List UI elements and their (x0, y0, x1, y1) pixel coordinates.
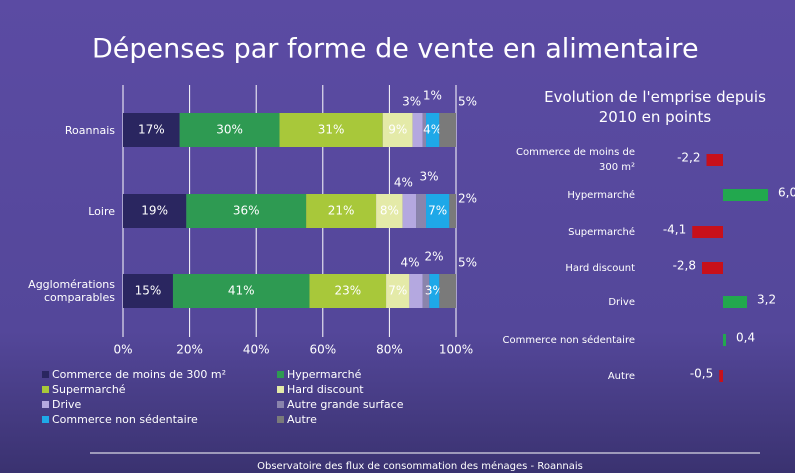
value-label: 3,2 (757, 293, 776, 307)
value-label: 6,0 (778, 186, 795, 200)
value-label: 0,4 (736, 331, 755, 345)
bar-segment (439, 274, 456, 308)
bar-segment (376, 194, 403, 228)
bar (719, 370, 723, 382)
bar (702, 262, 723, 274)
y-tick-label: Commerce de moins de 300 m² (516, 147, 635, 173)
value-label: 3% (402, 95, 421, 109)
value-label: 9% (388, 123, 407, 137)
bar-segment (439, 113, 456, 147)
bar (723, 296, 747, 308)
legend-label: Hypermarché (287, 368, 362, 381)
bar-segment (449, 194, 456, 228)
value-label: 7% (388, 284, 407, 298)
value-label: 1% (423, 89, 442, 103)
y-tick-label: Autre (607, 370, 635, 382)
y-tick-label: Roannais (64, 123, 115, 137)
value-label: 4% (401, 256, 420, 270)
value-label: 2% (458, 192, 477, 206)
value-label: 15% (135, 284, 162, 298)
value-label: 36% (233, 204, 260, 218)
bar (706, 154, 723, 166)
bar-segment (386, 274, 410, 308)
legend-label: Autre grande surface (287, 398, 404, 411)
chart-title: Evolution de l'emprise depuis 2010 en po… (544, 88, 766, 126)
bar-segment (429, 274, 440, 308)
legend-label: Supermarché (52, 383, 126, 396)
bar-segment (179, 113, 280, 147)
x-tick-label: 80% (376, 343, 403, 357)
legend-label: Hard discount (287, 383, 364, 396)
y-tick-label: Supermarché (568, 226, 635, 238)
value-label: 19% (141, 204, 168, 218)
y-tick-label: Hard discount (565, 262, 635, 274)
value-label: 3% (425, 284, 444, 298)
value-label: -4,1 (663, 223, 686, 237)
legend-swatch (42, 401, 49, 408)
y-tick-label: Hypermarché (567, 189, 635, 201)
bar-segment (382, 113, 413, 147)
bar-segment (172, 274, 310, 308)
bar-segment (279, 113, 383, 147)
y-tick-label: Agglomérations comparables (28, 278, 115, 304)
legend-label: Drive (52, 398, 82, 411)
value-label: 30% (216, 123, 243, 137)
value-label: -2,2 (677, 151, 700, 165)
bar (723, 334, 726, 346)
value-label: 23% (334, 284, 361, 298)
bar-segment (422, 113, 427, 147)
legend-label: Commerce non sédentaire (52, 413, 198, 426)
footer: Observatoire des flux de consommation de… (257, 460, 583, 472)
value-label: 5% (458, 95, 477, 109)
bar (723, 189, 768, 201)
value-label: 3% (420, 170, 439, 184)
value-label: -2,8 (673, 259, 696, 273)
bar-segment (123, 113, 180, 147)
bar-segment (186, 194, 307, 228)
legend-swatch (42, 371, 49, 378)
value-label: 41% (228, 284, 255, 298)
value-label: -0,5 (690, 367, 713, 381)
value-label: 4% (423, 123, 442, 137)
x-tick-label: 0% (113, 343, 132, 357)
y-tick-label: Drive (608, 296, 635, 308)
bar-segment (422, 274, 430, 308)
page-title: Dépenses par forme de vente en alimentai… (92, 34, 699, 65)
value-label: 8% (380, 204, 399, 218)
legend-swatch (42, 386, 49, 393)
y-tick-label: Loire (88, 204, 115, 218)
bar-segment (409, 274, 423, 308)
x-tick-label: 100% (439, 343, 473, 357)
bar-segment (309, 274, 387, 308)
legend-label: Autre (287, 413, 317, 426)
bar-segment (123, 194, 187, 228)
bar-segment (402, 194, 417, 228)
value-label: 2% (425, 250, 444, 264)
legend-swatch (277, 416, 284, 423)
bar (692, 226, 723, 238)
value-label: 5% (458, 256, 477, 270)
x-tick-label: 60% (309, 343, 336, 357)
legend-swatch (42, 416, 49, 423)
bar-segment (412, 113, 423, 147)
bar-segment (416, 194, 427, 228)
bar-segment (306, 194, 377, 228)
value-label: 17% (138, 123, 165, 137)
value-label: 4% (394, 176, 413, 190)
y-tick-label: Commerce non sédentaire (502, 334, 636, 346)
x-tick-label: 20% (176, 343, 203, 357)
x-tick-label: 40% (243, 343, 270, 357)
legend-swatch (277, 371, 284, 378)
value-label: 21% (328, 204, 355, 218)
bar-segment (426, 194, 450, 228)
value-label: 31% (318, 123, 345, 137)
value-label: 7% (428, 204, 447, 218)
legend-swatch (277, 401, 284, 408)
bar-segment (426, 113, 440, 147)
bar-segment (123, 274, 173, 308)
legend-label: Commerce de moins de 300 m² (52, 368, 226, 381)
legend-swatch (277, 386, 284, 393)
